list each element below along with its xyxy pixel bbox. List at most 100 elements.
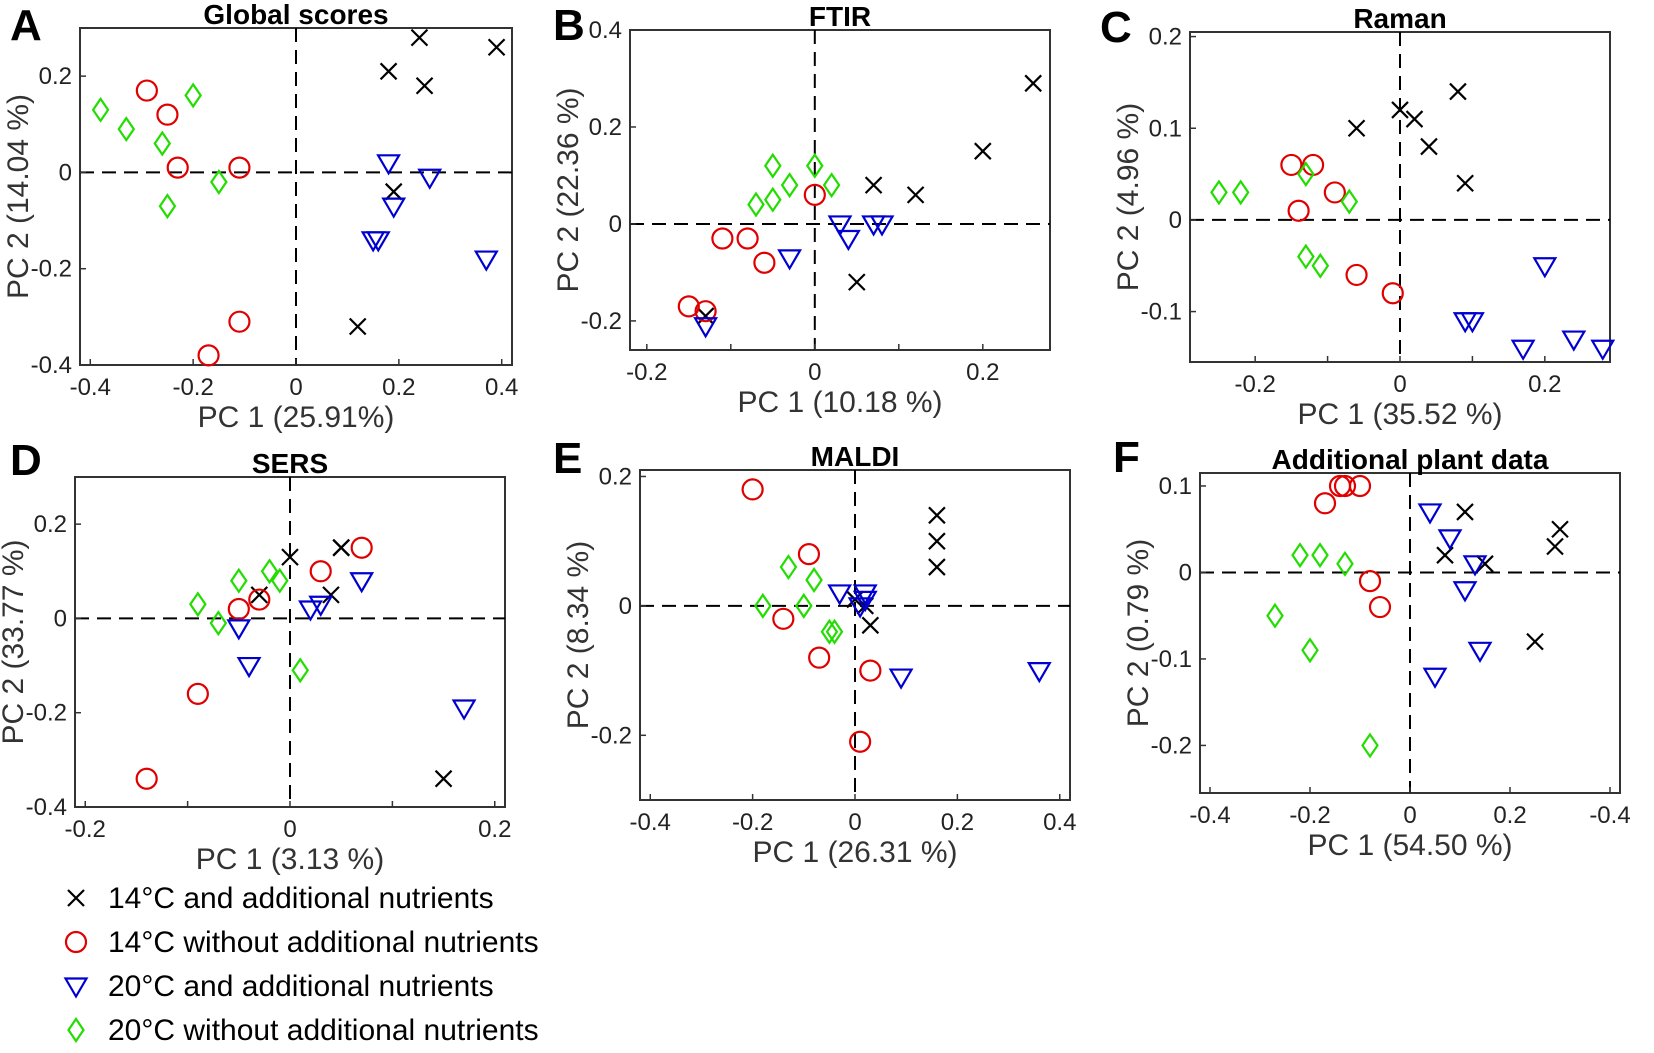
data-point	[1467, 641, 1493, 663]
data-point	[1551, 520, 1569, 538]
x-tick-label: 0.2	[478, 816, 511, 843]
data-point	[1476, 555, 1494, 573]
series-2	[741, 478, 882, 753]
data-point	[1311, 542, 1329, 569]
x-tick-label: -0.2	[732, 809, 773, 836]
data-point	[228, 310, 251, 333]
x-tick-label: 0	[1403, 802, 1416, 829]
data-point	[349, 572, 375, 594]
series-2	[135, 536, 373, 790]
data-point	[754, 592, 772, 619]
data-point	[1340, 188, 1359, 215]
panel-title: Global scores	[203, 0, 388, 30]
series-4	[1266, 542, 1379, 759]
data-point	[197, 344, 220, 367]
data-point	[820, 618, 839, 645]
data-point	[348, 317, 367, 336]
legend-label: 14°C and additional nutrients	[108, 882, 494, 915]
y-tick-label: -0.1	[1141, 299, 1182, 326]
data-point	[1368, 595, 1392, 619]
data-point	[1358, 570, 1382, 593]
x-tick-label: -0.4	[630, 809, 671, 836]
y-tick-label: 0.1	[1159, 473, 1192, 500]
data-point	[487, 38, 506, 57]
data-point	[848, 273, 866, 291]
data-point	[808, 646, 831, 669]
x-tick-label: 0.2	[941, 809, 974, 836]
panel-f: -0.4 -0.2 0 0.2 -0.4 -0.2 -0.1 0 0.1 Additional p…	[1113, 433, 1631, 862]
data-point	[1452, 312, 1478, 334]
y-tick-label: 0	[59, 159, 72, 186]
data-point	[1437, 529, 1463, 551]
data-point	[434, 769, 453, 788]
x-tick-label: 0.4	[485, 374, 518, 401]
data-point	[693, 317, 719, 339]
series-4	[189, 558, 310, 684]
data-point	[156, 103, 179, 126]
data-point	[365, 231, 391, 253]
data-point	[847, 597, 873, 619]
data-point	[210, 169, 228, 196]
panel-title: MALDI	[811, 441, 900, 472]
data-point	[1347, 119, 1366, 138]
panel-letter: D	[10, 436, 42, 485]
data-point	[1231, 179, 1250, 206]
data-point	[158, 193, 177, 220]
data-point	[1026, 661, 1052, 684]
x-tick-label: 0	[1393, 371, 1406, 398]
data-point	[779, 554, 798, 581]
y-axis-label: PC 2 (33.77 %)	[0, 539, 30, 744]
data-point	[248, 588, 271, 611]
data-point	[1323, 181, 1346, 204]
data-point	[852, 590, 878, 613]
data-point	[1291, 542, 1309, 569]
series-1	[1436, 503, 1569, 651]
data-point	[888, 668, 914, 690]
data-point	[166, 156, 189, 179]
data-point	[1361, 732, 1379, 759]
series-3	[693, 215, 895, 339]
x-tick-label: -0.4	[1589, 802, 1630, 829]
legend-label: 14°C without additional nutrients	[108, 926, 539, 959]
data-point	[1024, 74, 1042, 93]
series-4	[91, 82, 228, 220]
data-point	[1328, 474, 1352, 498]
series-2	[135, 79, 251, 367]
y-tick-label: 0.2	[39, 63, 72, 90]
panel-letter: E	[553, 434, 582, 483]
panel-c: -0.2 0 0.2 -0.1 0 0.1 0.2 Raman C PC 1 (35.52 %) P…	[1100, 3, 1616, 431]
series-4	[747, 152, 841, 218]
data-point	[859, 659, 882, 682]
data-point	[1333, 474, 1357, 498]
x-tick-label: -0.4	[70, 374, 111, 401]
data-point	[1546, 537, 1564, 556]
data-point	[741, 478, 764, 501]
data-point	[906, 186, 925, 204]
y-tick-label: 0	[619, 593, 632, 620]
y-tick-label: 0	[609, 211, 622, 238]
data-point	[696, 307, 715, 325]
data-point	[974, 142, 992, 160]
data-point	[763, 186, 782, 213]
data-point	[298, 600, 323, 622]
legend-marker-circle	[64, 930, 88, 954]
panel-letter: B	[553, 1, 585, 50]
data-point	[281, 548, 299, 566]
data-point	[763, 152, 782, 179]
data-point	[250, 586, 269, 604]
data-point	[1526, 632, 1544, 651]
data-point	[1391, 101, 1409, 119]
data-point	[1462, 555, 1488, 577]
data-point	[694, 300, 717, 323]
y-tick-label: -0.4	[26, 794, 67, 821]
series-3	[226, 572, 477, 721]
series-2	[1280, 153, 1404, 305]
x-axis-label: PC 1 (10.18 %)	[737, 386, 942, 419]
data-point	[1313, 492, 1337, 515]
y-tick-label: -0.2	[31, 256, 72, 283]
data-point	[1311, 252, 1330, 279]
data-point	[229, 567, 248, 594]
x-tick-label: -0.2	[1234, 371, 1275, 398]
x-tick-label: -0.2	[626, 359, 667, 386]
